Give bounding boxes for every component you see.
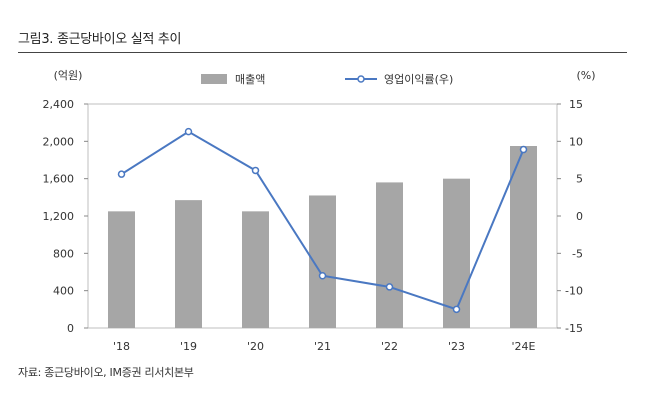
right-tick-label-2: -5 — [572, 247, 583, 260]
bar-sales-1 — [175, 200, 202, 328]
x-tick-label-2: '20 — [247, 340, 264, 353]
point-margin-5 — [452, 305, 461, 314]
source-note: 자료: 종근당바이오, IM증권 리서치본부 — [18, 366, 194, 379]
right-tick-label-6: 15 — [569, 98, 583, 111]
left-tick-label-6: 2,400 — [43, 98, 75, 111]
point-margin-4 — [385, 283, 394, 291]
left-tick-label-2: 800 — [53, 247, 74, 260]
point-margin-6 — [519, 145, 528, 154]
point-margin-1 — [184, 127, 193, 136]
x-tick-label-3: '21 — [314, 340, 331, 353]
right-tick-label-5: 10 — [569, 135, 583, 148]
x-tick-label-0: '18 — [113, 340, 130, 353]
right-axis-unit: (%) — [576, 69, 595, 82]
bar-sales-4 — [376, 182, 403, 328]
right-tick-label-3: 0 — [576, 210, 583, 223]
x-tick-label-5: '23 — [448, 340, 465, 353]
x-tick-label-1: '19 — [180, 340, 197, 353]
right-tick-label-0: -15 — [565, 322, 583, 335]
bar-sales-2 — [242, 211, 269, 328]
figure-title: 그림3. 종근당바이오 실적 추이 — [18, 32, 182, 47]
x-tick-label-6: '24E — [512, 340, 536, 353]
left-tick-label-1: 400 — [53, 285, 74, 298]
title-rule — [18, 52, 627, 53]
point-margin-2 — [251, 166, 260, 175]
right-tick-label-4: 5 — [576, 173, 583, 186]
point-margin-3 — [318, 271, 327, 280]
bar-sales-0 — [108, 211, 135, 328]
legend-label-sales: 매출액 — [235, 73, 265, 86]
bar-sales-6 — [510, 146, 537, 328]
legend-label-margin: 영업이익률(우) — [384, 73, 453, 86]
left-tick-label-3: 1,200 — [43, 210, 75, 223]
left-tick-label-5: 2,000 — [43, 135, 75, 148]
point-margin-0 — [117, 170, 126, 178]
left-tick-label-4: 1,600 — [43, 173, 75, 186]
legend-marker-margin — [357, 75, 365, 83]
left-tick-label-0: 0 — [67, 322, 74, 335]
left-axis-unit: (억원) — [54, 69, 83, 82]
x-tick-label-4: '22 — [381, 340, 398, 353]
legend-swatch-sales — [201, 74, 227, 84]
right-tick-label-1: -10 — [565, 285, 583, 298]
bar-sales-5 — [443, 178, 470, 328]
